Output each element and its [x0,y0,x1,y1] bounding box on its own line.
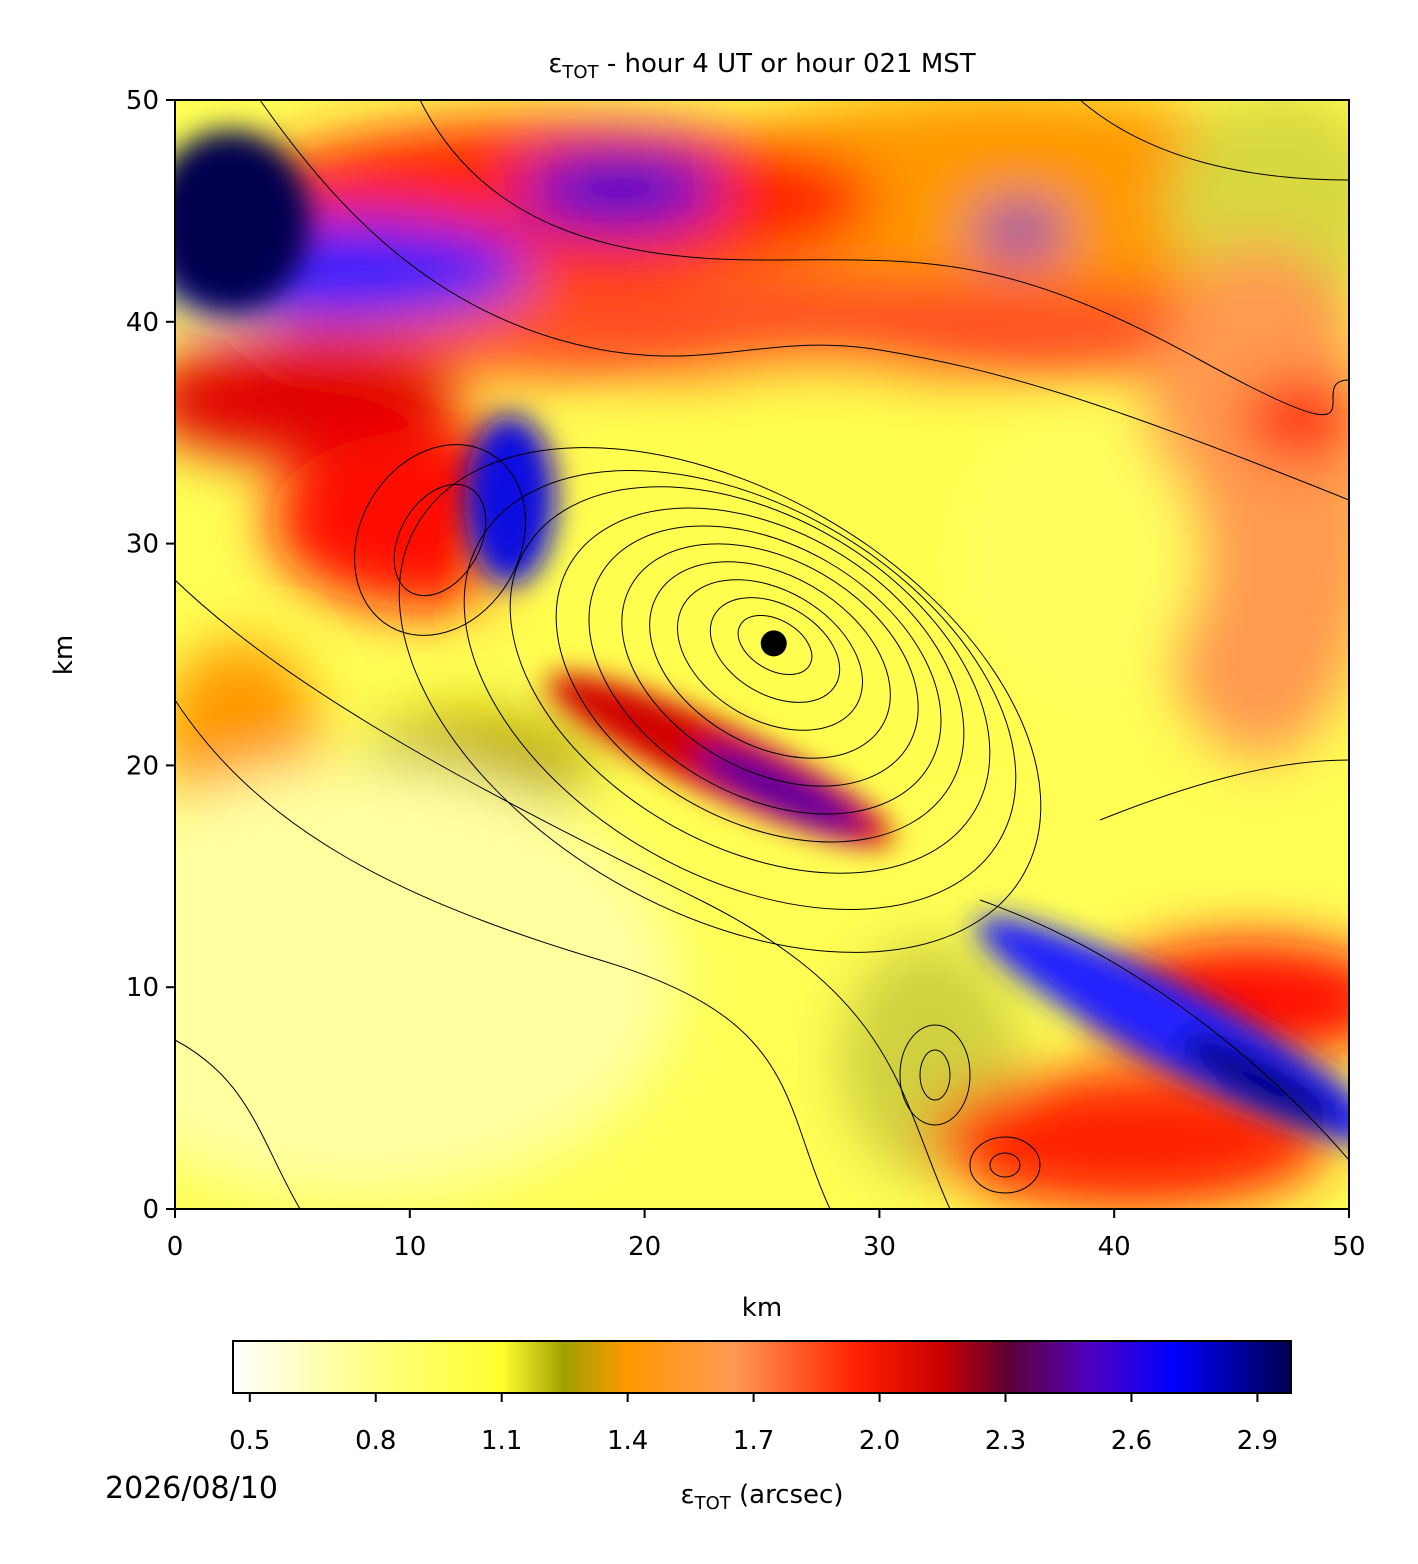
colorbar-tick-label: 2.6 [1111,1426,1152,1456]
title-subscript: TOT [561,62,599,83]
colorbar-tick-label: 2.3 [985,1426,1026,1456]
colorbar-label: εTOT (arcsec) [681,1480,844,1514]
title-symbol: ε [548,49,562,79]
plot-frame [174,99,1350,1210]
y-tick-label: 40 [126,308,159,338]
x-tick-label: 40 [1098,1232,1131,1262]
y-tick-label: 30 [126,530,159,560]
cbar-label-symbol: ε [681,1480,695,1510]
cbar-label-subscript: TOT [694,1493,732,1514]
title-text: - hour 4 UT or hour 021 MST [599,49,976,79]
colorbar-tick-label: 0.8 [355,1426,396,1456]
colorbar-tick-label: 2.0 [859,1426,900,1456]
x-tick-label: 20 [628,1232,661,1262]
colorbar-tick-label: 0.5 [229,1426,270,1456]
chart-title: εTOT - hour 4 UT or hour 021 MST [548,49,975,83]
colorbar [232,1340,1292,1394]
y-tick-label: 20 [126,751,159,781]
field [175,100,1349,1209]
x-tick-label: 0 [167,1232,184,1262]
colorbar-tick-label: 1.4 [607,1426,648,1456]
y-tick-label: 10 [126,973,159,1003]
colorbar-tick-label: 2.9 [1237,1426,1278,1456]
date-stamp: 2026/08/10 [105,1471,278,1506]
x-tick-label: 50 [1332,1232,1365,1262]
x-axis-label: km [742,1293,782,1323]
y-tick-label: 50 [126,86,159,116]
x-tick-label: 30 [863,1232,896,1262]
cbar-label-text: (arcsec) [731,1480,844,1510]
y-tick-label: 0 [142,1195,159,1225]
colorbar-tick-label: 1.7 [733,1426,774,1456]
x-tick-label: 10 [393,1232,426,1262]
colorbar-tick-label: 1.1 [481,1426,522,1456]
y-axis-label: km [49,635,79,675]
contours [175,100,1349,1209]
site-marker [760,630,787,657]
